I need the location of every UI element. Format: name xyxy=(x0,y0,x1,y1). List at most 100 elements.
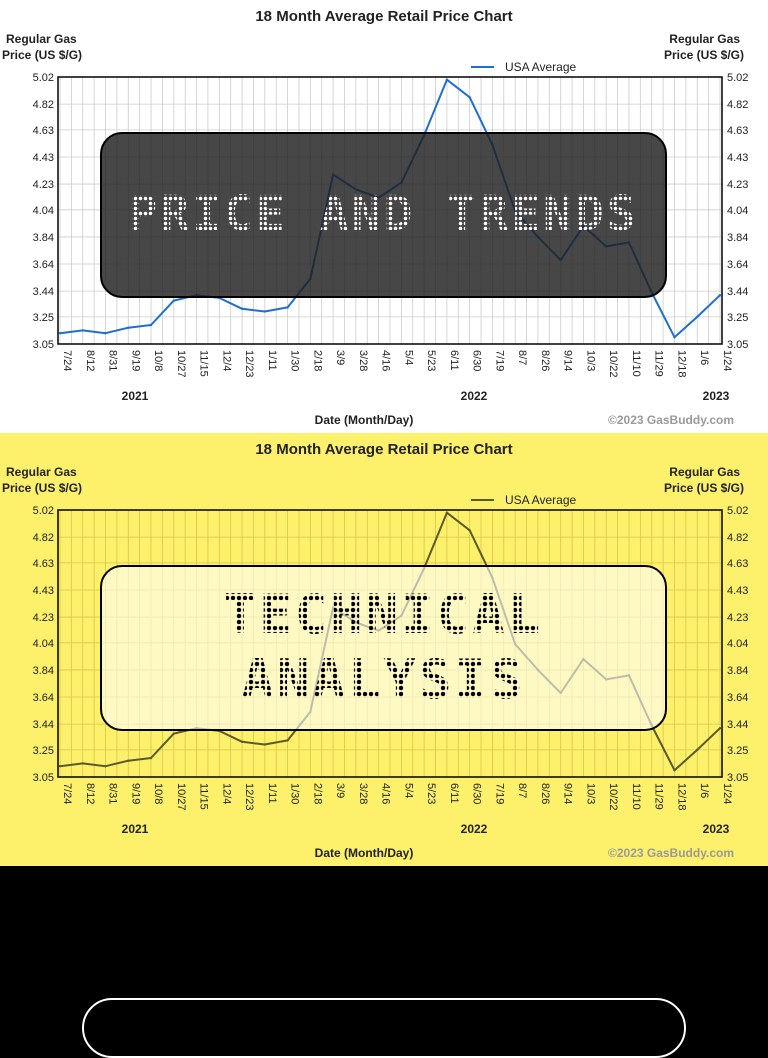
x-tick-label: 7/19 xyxy=(493,783,505,804)
data-point xyxy=(149,756,153,760)
y-tick-label-left: 3.44 xyxy=(33,719,54,731)
chart-panel-top: 18 Month Average Retail Price Chart Regul… xyxy=(0,0,768,433)
y-tick-label-right: 4.04 xyxy=(727,638,748,650)
data-point xyxy=(286,306,289,309)
x-tick-label: 2/18 xyxy=(311,783,323,804)
y-tick-label-right: 4.82 xyxy=(727,532,748,544)
y-axis-label-left-line1: Regular Gas xyxy=(6,32,77,46)
x-tick-label: 10/27 xyxy=(175,350,187,378)
x-tick-label: 7/19 xyxy=(493,350,505,371)
y-tick-label-right: 4.23 xyxy=(727,612,748,624)
y-tick-label-right: 5.02 xyxy=(727,505,748,517)
x-tick-label: 11/29 xyxy=(653,350,665,377)
x-tick-label: 3/9 xyxy=(334,783,346,798)
x-tick-label: 9/19 xyxy=(129,350,141,371)
y-tick-label-right: 3.44 xyxy=(727,719,748,731)
data-point xyxy=(468,96,471,99)
x-year-label: 2023 xyxy=(703,822,730,836)
x-year-label: 2021 xyxy=(122,822,149,836)
overlay-title-bottom: TECHNICAL ANALYSIS xyxy=(224,583,544,713)
x-tick-label: 9/14 xyxy=(562,350,574,371)
data-point xyxy=(718,727,722,730)
x-tick-label: 8/7 xyxy=(516,350,528,365)
data-point xyxy=(58,331,62,335)
legend-label: USA Average xyxy=(505,493,576,507)
y-tick-label-right: 3.64 xyxy=(727,259,748,271)
y-tick-label-right: 5.02 xyxy=(727,72,748,84)
y-axis-label-right-line2: Price (US $/G) xyxy=(664,48,744,62)
y-tick-label-left: 3.84 xyxy=(33,232,54,244)
x-year-label: 2022 xyxy=(461,822,488,836)
y-tick-label-left: 3.25 xyxy=(33,745,54,757)
y-tick-label-right: 4.04 xyxy=(727,205,748,217)
x-tick-label: 5/4 xyxy=(402,783,414,798)
y-tick-label-right: 3.84 xyxy=(727,665,748,677)
y-axis-label-right-line1: Regular Gas xyxy=(669,32,740,46)
y-tick-label-right: 4.63 xyxy=(727,125,748,137)
x-year-label: 2023 xyxy=(703,389,730,403)
x-tick-label: 9/19 xyxy=(129,783,141,804)
data-point xyxy=(81,329,84,332)
x-tick-label: 8/12 xyxy=(84,783,96,804)
x-tick-label: 10/22 xyxy=(607,350,619,378)
data-point xyxy=(696,315,699,319)
y-tick-label-left: 4.04 xyxy=(33,638,54,650)
chart-credit: ©2023 GasBuddy.com xyxy=(608,846,734,860)
y-tick-label-right: 4.43 xyxy=(727,152,748,164)
x-tick-label: 10/8 xyxy=(152,783,164,804)
y-tick-label-left: 3.44 xyxy=(33,286,54,298)
data-point xyxy=(718,294,722,297)
y-tick-label-left: 5.02 xyxy=(33,72,54,84)
y-tick-label-right: 3.05 xyxy=(727,772,748,784)
x-tick-label: 11/29 xyxy=(653,783,665,810)
x-tick-label: 7/24 xyxy=(61,783,73,804)
x-tick-label: 6/30 xyxy=(471,783,483,804)
x-tick-label: 3/28 xyxy=(357,783,369,804)
data-point xyxy=(127,326,130,329)
y-axis-label-right-line1: Regular Gas xyxy=(669,465,740,479)
y-tick-label-right: 3.25 xyxy=(727,745,748,757)
data-point xyxy=(240,307,244,310)
data-point xyxy=(263,310,267,313)
data-point xyxy=(149,323,153,327)
x-tick-label: 5/4 xyxy=(402,350,414,365)
data-point xyxy=(445,511,449,514)
data-point xyxy=(58,764,62,768)
x-tick-label: 1/11 xyxy=(266,350,278,371)
x-tick-label: 5/23 xyxy=(425,783,437,804)
y-tick-label-left: 4.23 xyxy=(33,179,54,191)
data-point xyxy=(172,732,175,735)
x-tick-label: 12/23 xyxy=(243,350,255,378)
x-tick-label: 11/15 xyxy=(198,350,210,377)
x-tick-label: 12/18 xyxy=(675,350,687,378)
y-tick-label-left: 4.63 xyxy=(33,125,54,137)
data-point xyxy=(468,529,471,532)
y-tick-label-right: 3.44 xyxy=(727,286,748,298)
data-point xyxy=(673,336,676,339)
chart-title: 18 Month Average Retail Price Chart xyxy=(255,441,512,458)
y-tick-label-right: 3.84 xyxy=(727,232,748,244)
x-tick-label: 12/18 xyxy=(675,783,687,811)
x-tick-label: 3/28 xyxy=(357,350,369,371)
x-tick-label: 8/31 xyxy=(107,350,119,371)
data-point xyxy=(240,740,244,743)
x-tick-label: 8/12 xyxy=(84,350,96,371)
x-tick-label: 6/30 xyxy=(471,350,483,371)
bottom-pill-button[interactable] xyxy=(82,998,686,1058)
x-tick-label: 5/23 xyxy=(425,350,437,371)
overlay-line-2: ANALYSIS xyxy=(241,648,526,711)
x-tick-label: 1/24 xyxy=(721,350,733,371)
x-tick-label: 4/16 xyxy=(380,783,392,804)
x-year-label: 2021 xyxy=(122,389,149,403)
data-point xyxy=(172,299,175,302)
y-axis-label-right-line2: Price (US $/G) xyxy=(664,481,744,495)
y-tick-label-left: 4.82 xyxy=(33,99,54,111)
data-point xyxy=(696,748,699,752)
overlay-banner-top: PRICE AND TRENDS xyxy=(100,132,667,298)
data-point xyxy=(673,769,676,772)
overlay-line-1: TECHNICAL xyxy=(223,583,544,647)
y-tick-label-right: 4.23 xyxy=(727,179,748,191)
x-tick-label: 8/31 xyxy=(107,783,119,804)
x-tick-label: 6/11 xyxy=(448,783,460,804)
x-year-label: 2022 xyxy=(461,389,488,403)
